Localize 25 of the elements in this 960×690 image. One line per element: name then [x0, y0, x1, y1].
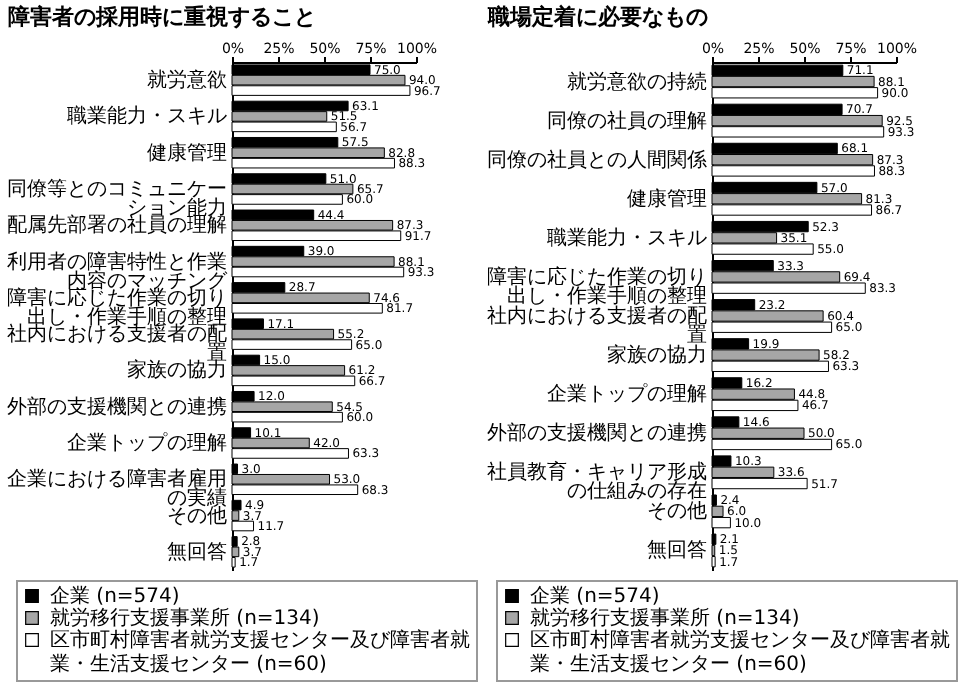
y-tick-label: 外部の支援機関との連携 — [7, 394, 227, 419]
y-tick-label: 健康管理 — [147, 140, 227, 165]
y-tick-label: 就労意欲の持続 — [567, 69, 707, 94]
y-tick-label: 家族の協力 — [607, 343, 707, 368]
legend-label: 就労移行支援事業所 (n=134) — [50, 606, 320, 630]
y-tick-label: 職業能力・スキル — [547, 225, 707, 250]
y-tick-label: 同僚の社員との人間関係 — [487, 147, 707, 172]
y-tick-label: その他 — [647, 499, 707, 524]
y-tick-label: 企業トップの理解 — [547, 382, 707, 407]
legend-label: 企業 (n=574) — [50, 584, 180, 608]
y-tick-label: 就労意欲 — [147, 68, 227, 93]
legend-label: 区市町村障害者就労支援センター及び障害者就業・生活支援センター (n=60) — [530, 628, 950, 676]
y-tick-label: 外部の支援機関との連携 — [487, 421, 707, 446]
chart-title: 職場定着に必要なもの — [486, 4, 708, 30]
chart-title: 障害者の採用時に重視すること — [8, 4, 316, 30]
y-tick-label: 無回答 — [647, 538, 707, 563]
y-tick-label: 同僚の社員の理解 — [547, 108, 707, 133]
legend-label: 区市町村障害者就労支援センター及び障害者就業・生活支援センター (n=60) — [50, 628, 470, 676]
y-tick-label: 無回答 — [167, 539, 227, 564]
y-tick-label: 社員教育・キャリア形成の仕組みの存在 — [487, 460, 707, 504]
legend-label: 就労移行支援事業所 (n=134) — [530, 606, 800, 630]
y-tick-label: 職業能力・スキル — [67, 104, 227, 129]
y-tick-label: 健康管理 — [627, 186, 707, 211]
y-tick-label: 企業トップの理解 — [67, 431, 227, 455]
legend-label: 企業 (n=574) — [530, 584, 660, 608]
